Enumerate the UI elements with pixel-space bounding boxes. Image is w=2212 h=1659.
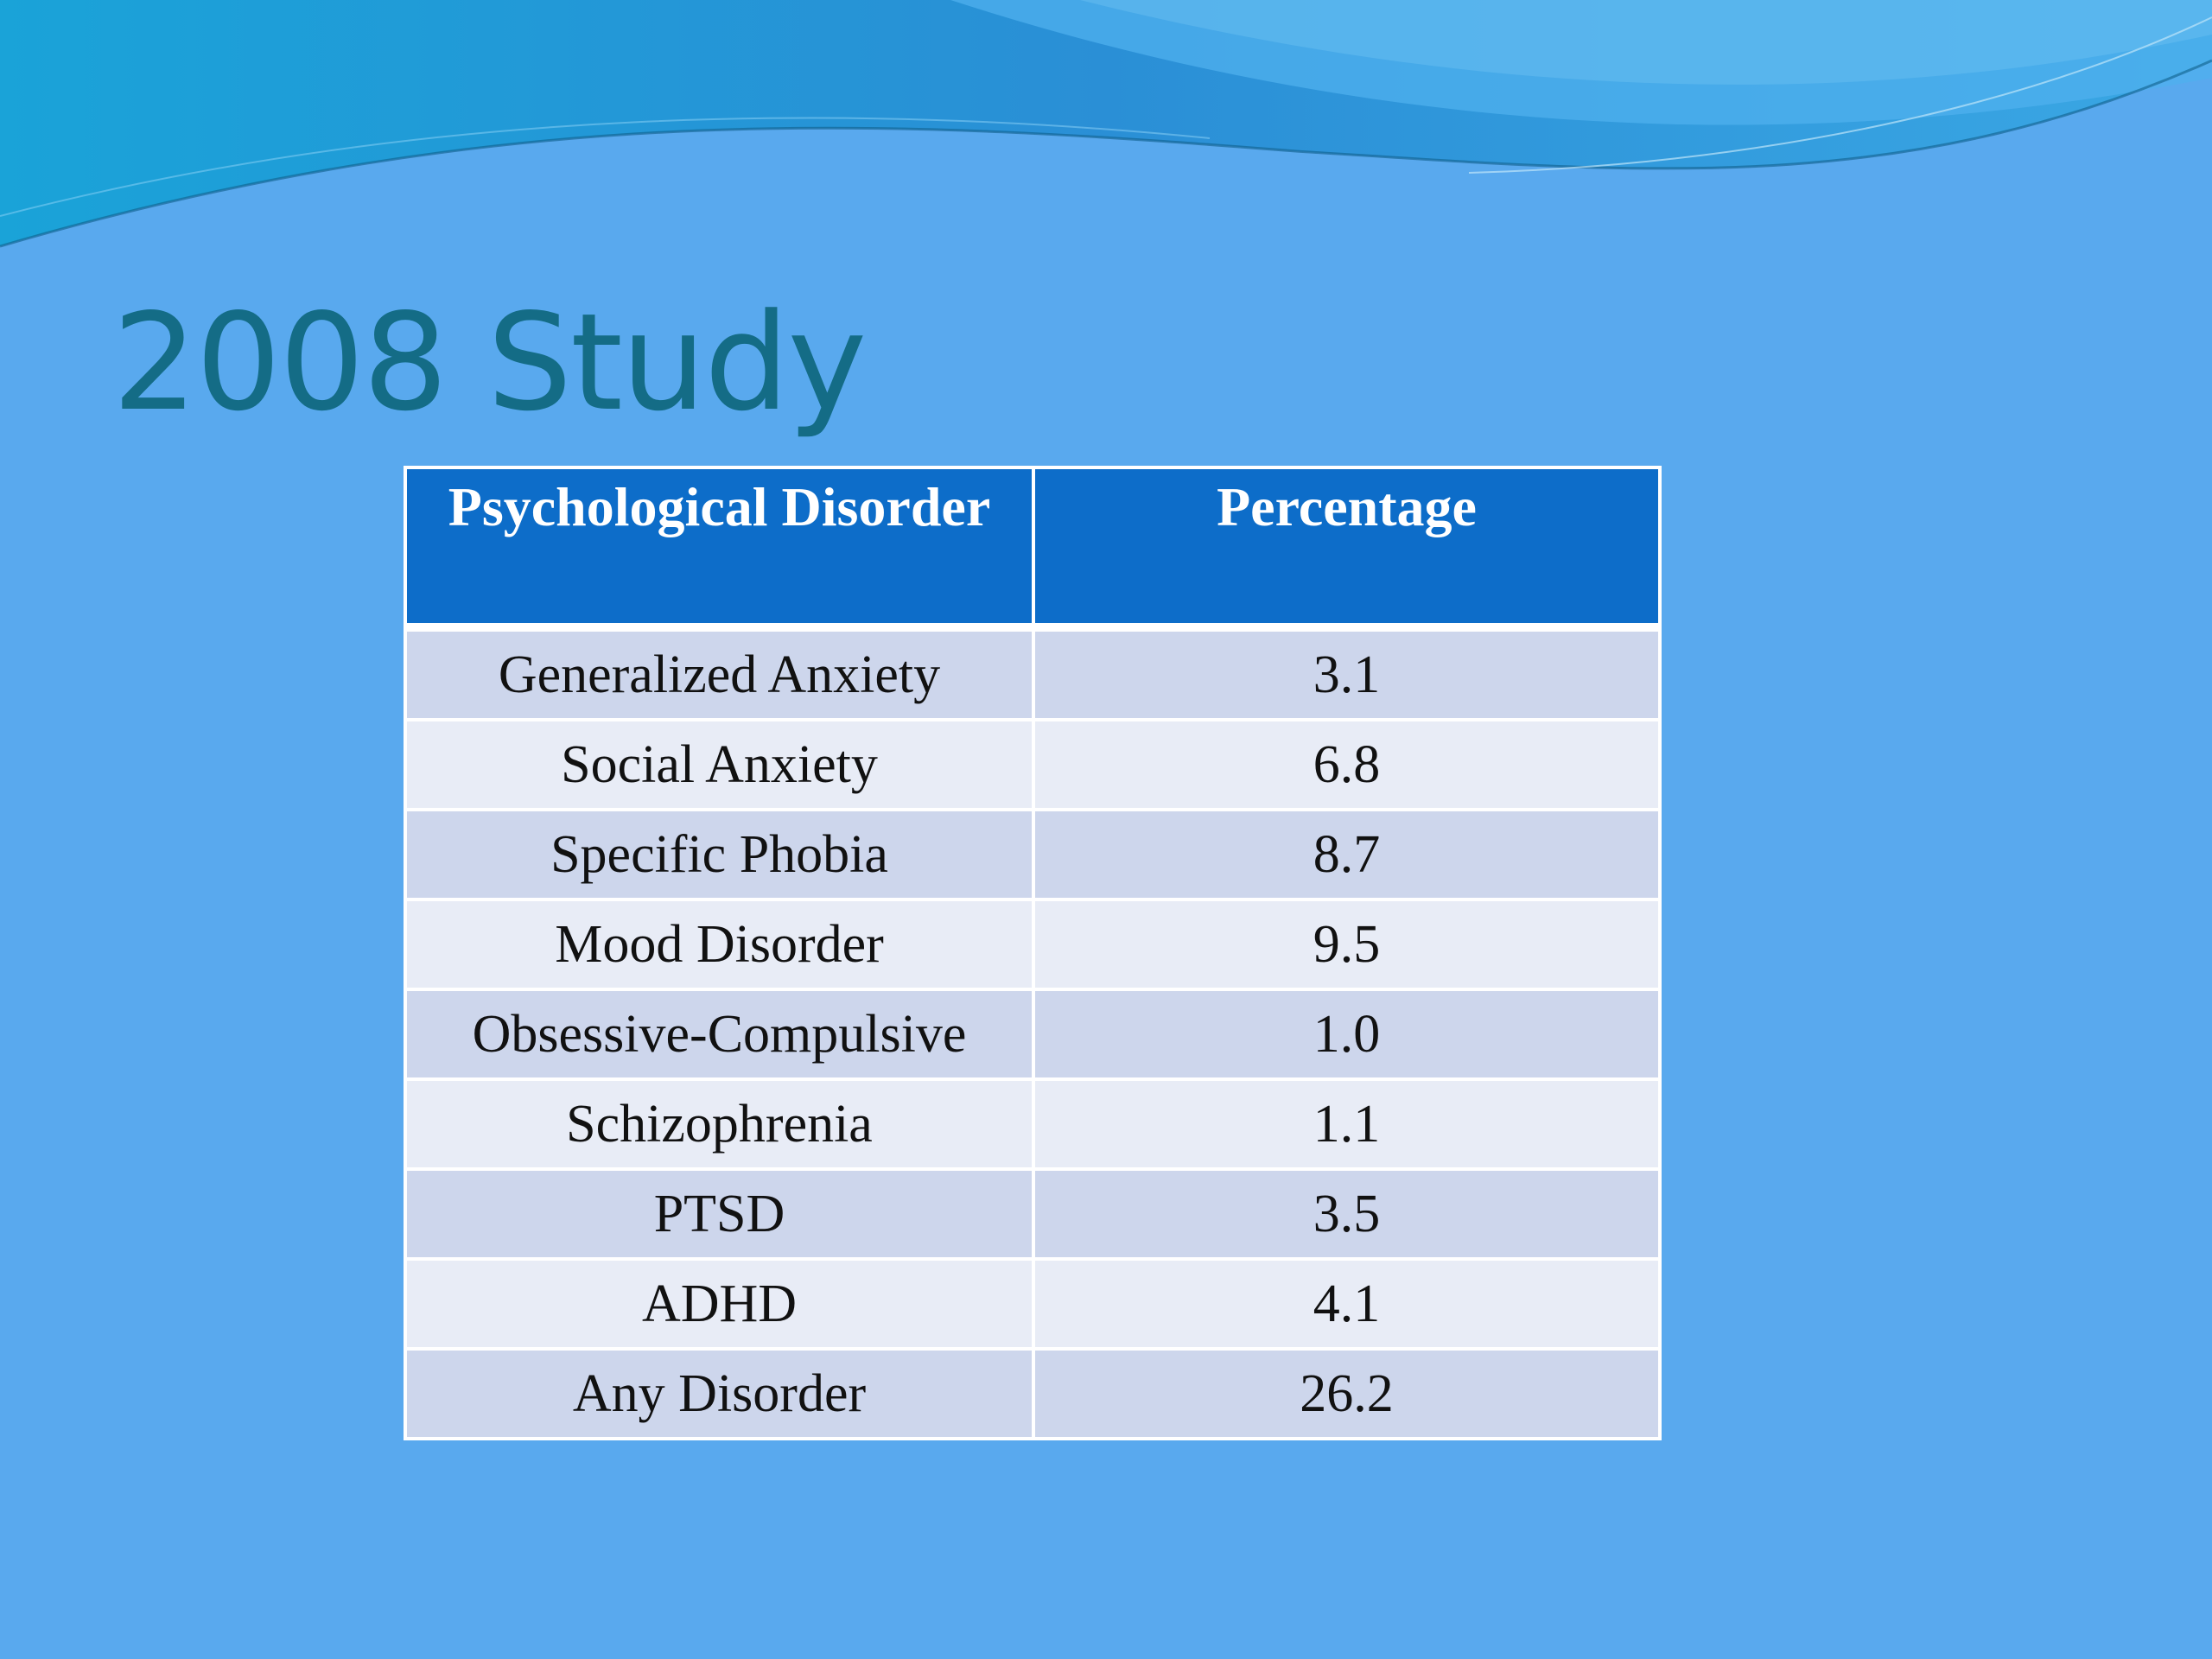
percentage-cell: 4.1 xyxy=(1033,1259,1660,1351)
table-row: ADHD 4.1 xyxy=(405,1259,1660,1351)
percentage-cell: 1.1 xyxy=(1033,1079,1660,1171)
table-row: Obsessive-Compulsive 1.0 xyxy=(405,989,1660,1081)
percentage-cell: 9.5 xyxy=(1033,899,1660,991)
table-row: PTSD 3.5 xyxy=(405,1169,1660,1261)
table-row: Specific Phobia 8.7 xyxy=(405,810,1660,901)
header-psychological-disorder: Psychological Disorder xyxy=(405,467,1035,632)
disorder-cell: Obsessive-Compulsive xyxy=(405,989,1035,1081)
disorder-cell: Generalized Anxiety xyxy=(405,627,1035,721)
slide-title: 2008 Study xyxy=(112,284,867,441)
disorder-cell: Any Disorder xyxy=(405,1349,1035,1440)
wave-header-decoration xyxy=(0,0,2212,248)
table-row: Mood Disorder 9.5 xyxy=(405,899,1660,991)
table-header-row: Psychological Disorder Percentage xyxy=(405,467,1660,632)
percentage-cell: 26.2 xyxy=(1033,1349,1660,1440)
disorder-percentage-table: Psychological Disorder Percentage Genera… xyxy=(404,466,1662,1440)
percentage-cell: 6.8 xyxy=(1033,720,1660,811)
table-row: Schizophrenia 1.1 xyxy=(405,1079,1660,1171)
disorder-cell: Social Anxiety xyxy=(405,720,1035,811)
percentage-cell: 3.5 xyxy=(1033,1169,1660,1261)
table-row: Generalized Anxiety 3.1 xyxy=(405,627,1660,721)
disorder-cell: ADHD xyxy=(405,1259,1035,1351)
percentage-cell: 3.1 xyxy=(1033,627,1660,721)
table-row: Social Anxiety 6.8 xyxy=(405,720,1660,811)
percentage-cell: 1.0 xyxy=(1033,989,1660,1081)
disorder-cell: Mood Disorder xyxy=(405,899,1035,991)
header-percentage: Percentage xyxy=(1033,467,1660,632)
disorder-cell: Schizophrenia xyxy=(405,1079,1035,1171)
percentage-cell: 8.7 xyxy=(1033,810,1660,901)
disorder-cell: Specific Phobia xyxy=(405,810,1035,901)
disorder-cell: PTSD xyxy=(405,1169,1035,1261)
table-row: Any Disorder 26.2 xyxy=(405,1349,1660,1440)
